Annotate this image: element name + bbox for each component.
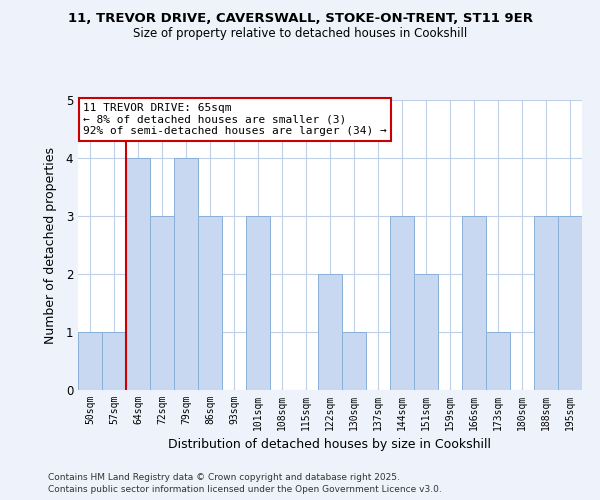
Text: Contains HM Land Registry data © Crown copyright and database right 2025.: Contains HM Land Registry data © Crown c…	[48, 472, 400, 482]
Text: Size of property relative to detached houses in Cookshill: Size of property relative to detached ho…	[133, 28, 467, 40]
Bar	[126, 158, 150, 390]
Bar	[198, 216, 222, 390]
Y-axis label: Number of detached properties: Number of detached properties	[44, 146, 58, 344]
Text: 11, TREVOR DRIVE, CAVERSWALL, STOKE-ON-TRENT, ST11 9ER: 11, TREVOR DRIVE, CAVERSWALL, STOKE-ON-T…	[67, 12, 533, 26]
Bar	[558, 216, 582, 390]
Bar	[390, 216, 414, 390]
Bar	[246, 216, 270, 390]
Bar	[78, 332, 102, 390]
Bar	[486, 332, 510, 390]
X-axis label: Distribution of detached houses by size in Cookshill: Distribution of detached houses by size …	[169, 438, 491, 452]
Bar	[102, 332, 126, 390]
Bar	[342, 332, 366, 390]
Bar	[462, 216, 486, 390]
Bar	[150, 216, 174, 390]
Bar	[174, 158, 198, 390]
Text: 11 TREVOR DRIVE: 65sqm
← 8% of detached houses are smaller (3)
92% of semi-detac: 11 TREVOR DRIVE: 65sqm ← 8% of detached …	[83, 103, 387, 136]
Bar	[414, 274, 438, 390]
Bar	[534, 216, 558, 390]
Text: Contains public sector information licensed under the Open Government Licence v3: Contains public sector information licen…	[48, 485, 442, 494]
Bar	[318, 274, 342, 390]
